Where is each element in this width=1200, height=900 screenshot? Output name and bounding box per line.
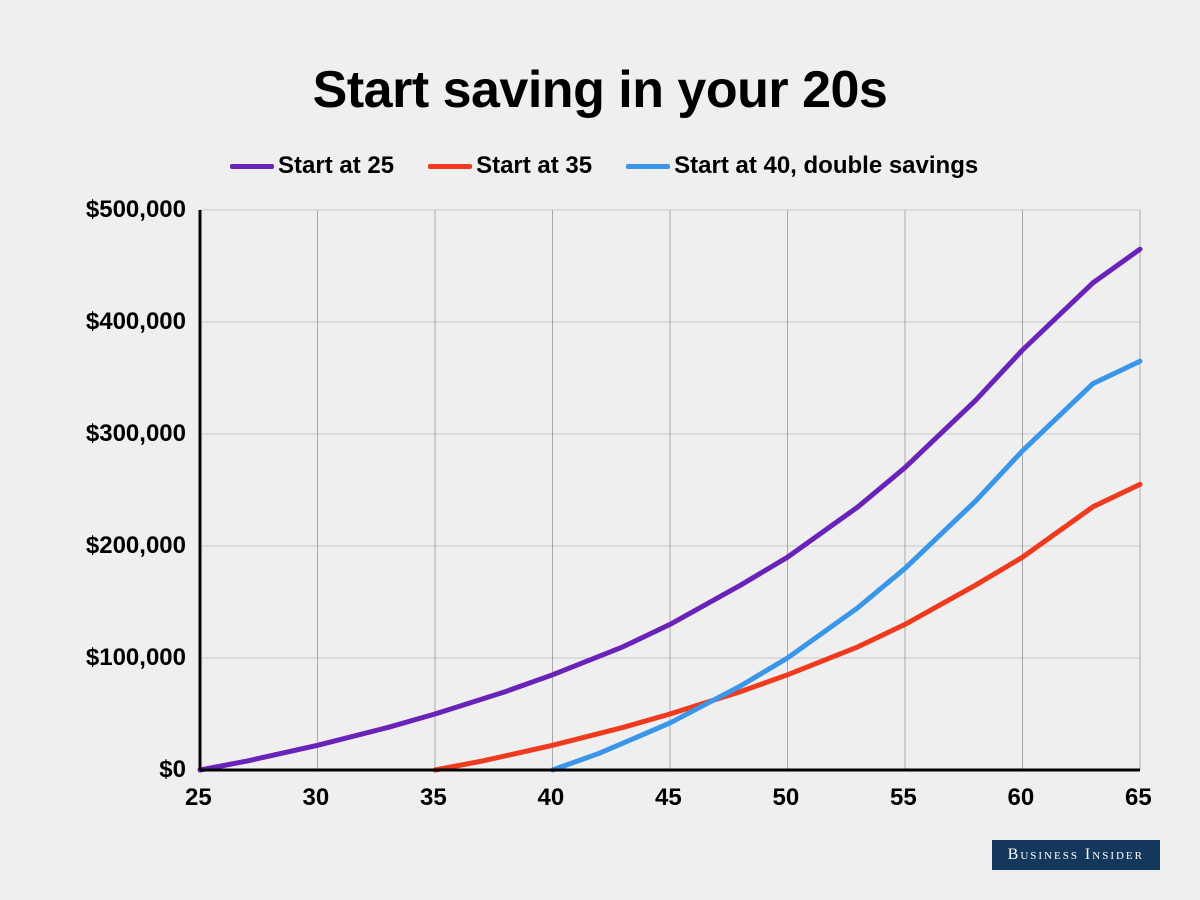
chart-canvas: Start saving in your 20s Start at 25Star…	[0, 0, 1200, 900]
x-tick-label: 40	[538, 784, 565, 812]
legend-label: Start at 35	[476, 152, 592, 180]
x-tick-label: 60	[1008, 784, 1035, 812]
attribution-badge: Business Insider	[992, 840, 1160, 870]
legend: Start at 25 Start at 35 Start at 40, doubl…	[230, 152, 978, 180]
y-tick-label: $100,000	[86, 644, 186, 672]
x-tick-label: 30	[303, 784, 330, 812]
legend-label: Start at 25	[278, 152, 394, 180]
legend-swatch	[626, 164, 670, 169]
legend-swatch	[428, 164, 472, 169]
legend-swatch	[230, 164, 274, 169]
x-tick-label: 25	[185, 784, 212, 812]
y-tick-label: $400,000	[86, 308, 186, 336]
x-tick-label: 45	[655, 784, 682, 812]
y-tick-label: $300,000	[86, 420, 186, 448]
x-tick-label: 50	[773, 784, 800, 812]
y-tick-label: $0	[159, 756, 186, 784]
x-tick-label: 65	[1125, 784, 1152, 812]
legend-label: Start at 40, double savings	[674, 152, 978, 180]
legend-item: Start at 35	[428, 152, 592, 180]
x-tick-label: 35	[420, 784, 447, 812]
legend-item: Start at 40, double savings	[626, 152, 978, 180]
y-tick-label: $200,000	[86, 532, 186, 560]
x-tick-label: 55	[890, 784, 917, 812]
legend-item: Start at 25	[230, 152, 394, 180]
chart-title: Start saving in your 20s	[0, 60, 1200, 120]
y-tick-label: $500,000	[86, 196, 186, 224]
series-line	[553, 361, 1141, 770]
